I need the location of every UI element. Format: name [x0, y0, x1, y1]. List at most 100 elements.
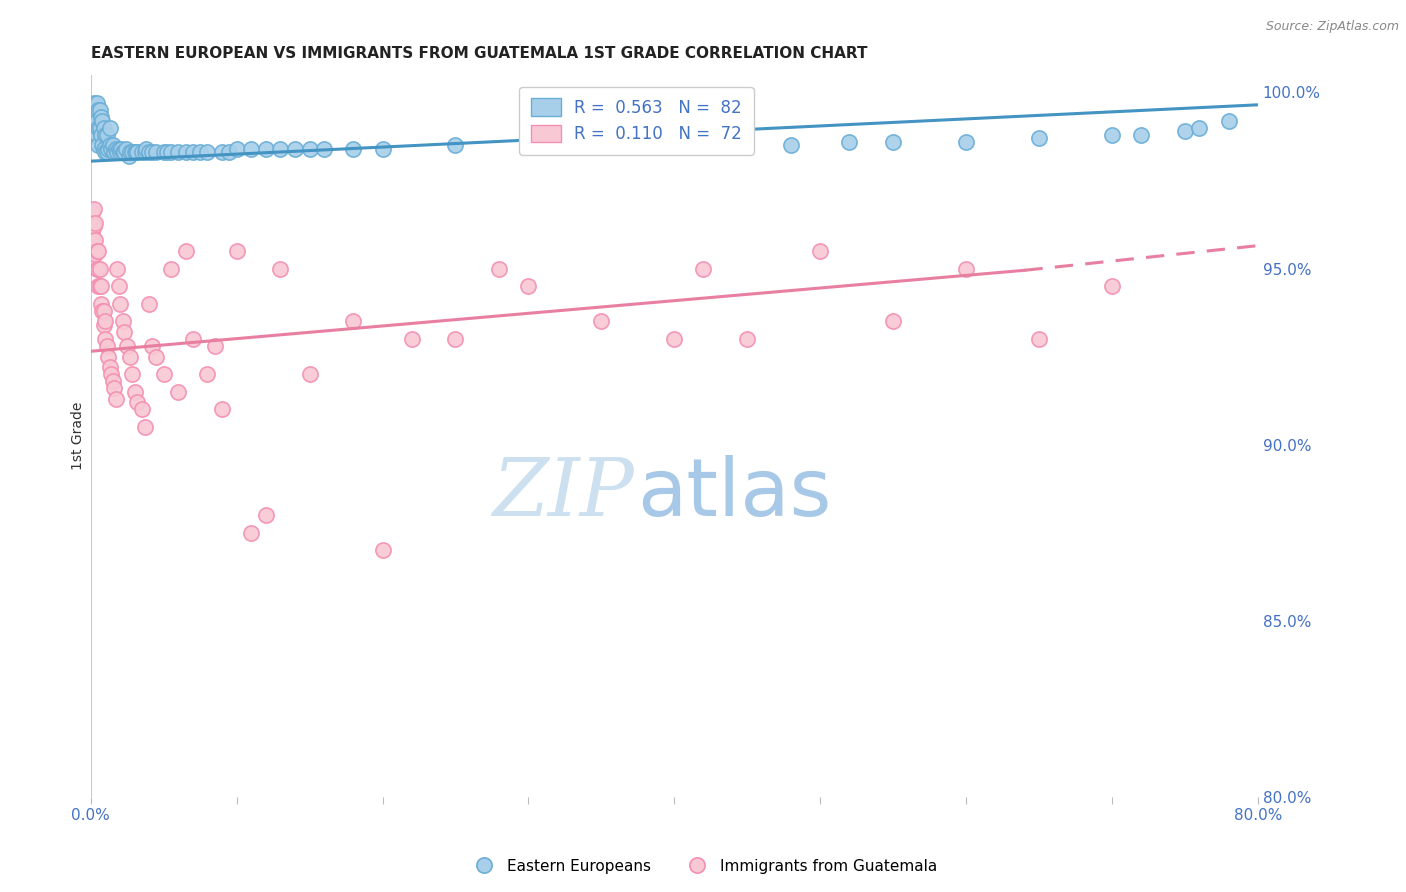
Point	[225, 244, 247, 258]
Point	[94, 332, 117, 346]
Point	[105, 145, 128, 160]
Point	[838, 135, 860, 149]
Point	[84, 110, 107, 124]
Point	[298, 142, 321, 156]
Point	[87, 279, 110, 293]
Point	[90, 297, 112, 311]
Point	[218, 145, 240, 160]
Point	[86, 113, 108, 128]
Point	[111, 314, 134, 328]
Point	[101, 374, 124, 388]
Point	[167, 145, 190, 160]
Point	[114, 142, 136, 156]
Point	[121, 145, 143, 160]
Point	[87, 103, 110, 117]
Point	[86, 261, 108, 276]
Point	[86, 96, 108, 111]
Point	[91, 303, 114, 318]
Point	[107, 142, 129, 156]
Point	[181, 145, 204, 160]
Point	[96, 128, 118, 142]
Point	[89, 120, 111, 135]
Point	[955, 135, 977, 149]
Point	[84, 247, 107, 261]
Point	[93, 303, 115, 318]
Point	[120, 350, 142, 364]
Point	[135, 142, 157, 156]
Point	[112, 145, 135, 160]
Point	[86, 244, 108, 258]
Point	[98, 138, 121, 153]
Point	[664, 332, 686, 346]
Point	[1028, 131, 1050, 145]
Point	[111, 145, 134, 160]
Point	[517, 279, 540, 293]
Point	[371, 543, 394, 558]
Point	[254, 508, 277, 522]
Point	[181, 332, 204, 346]
Point	[83, 233, 105, 247]
Point	[101, 138, 124, 153]
Legend: R =  0.563   N =  82, R =  0.110   N =  72: R = 0.563 N = 82, R = 0.110 N = 72	[519, 87, 754, 155]
Point	[107, 279, 129, 293]
Point	[112, 325, 135, 339]
Point	[96, 339, 118, 353]
Point	[240, 525, 263, 540]
Point	[882, 135, 904, 149]
Point	[131, 402, 153, 417]
Point	[141, 145, 163, 160]
Point	[87, 261, 110, 276]
Point	[269, 261, 291, 276]
Point	[121, 367, 143, 381]
Point	[90, 279, 112, 293]
Point	[284, 142, 307, 156]
Point	[401, 332, 423, 346]
Point	[188, 145, 211, 160]
Point	[83, 110, 105, 124]
Point	[134, 145, 156, 160]
Point	[83, 219, 105, 234]
Point	[269, 142, 291, 156]
Point	[84, 128, 107, 142]
Point	[145, 350, 167, 364]
Point	[103, 145, 125, 160]
Point	[118, 149, 141, 163]
Point	[125, 145, 148, 160]
Point	[591, 314, 613, 328]
Point	[131, 145, 153, 160]
Point	[156, 145, 179, 160]
Point	[91, 138, 114, 153]
Point	[84, 216, 107, 230]
Point	[1028, 332, 1050, 346]
Point	[882, 314, 904, 328]
Point	[83, 96, 105, 111]
Point	[444, 138, 467, 153]
Point	[160, 261, 183, 276]
Point	[488, 261, 510, 276]
Point	[141, 339, 163, 353]
Point	[86, 128, 108, 142]
Point	[127, 145, 149, 160]
Point	[120, 145, 142, 160]
Point	[517, 138, 540, 153]
Point	[82, 120, 104, 135]
Point	[117, 339, 139, 353]
Point	[97, 142, 120, 156]
Point	[197, 145, 219, 160]
Point	[110, 142, 132, 156]
Point	[145, 145, 167, 160]
Point	[780, 138, 803, 153]
Point	[167, 384, 190, 399]
Point	[90, 110, 112, 124]
Point	[808, 244, 831, 258]
Y-axis label: 1st Grade: 1st Grade	[72, 401, 86, 470]
Point	[127, 395, 149, 409]
Point	[1101, 279, 1123, 293]
Text: EASTERN EUROPEAN VS IMMIGRANTS FROM GUATEMALA 1ST GRADE CORRELATION CHART: EASTERN EUROPEAN VS IMMIGRANTS FROM GUAT…	[91, 46, 868, 62]
Point	[225, 142, 247, 156]
Point	[1188, 120, 1211, 135]
Point	[152, 367, 174, 381]
Point	[152, 145, 174, 160]
Point	[104, 392, 127, 406]
Point	[82, 205, 104, 219]
